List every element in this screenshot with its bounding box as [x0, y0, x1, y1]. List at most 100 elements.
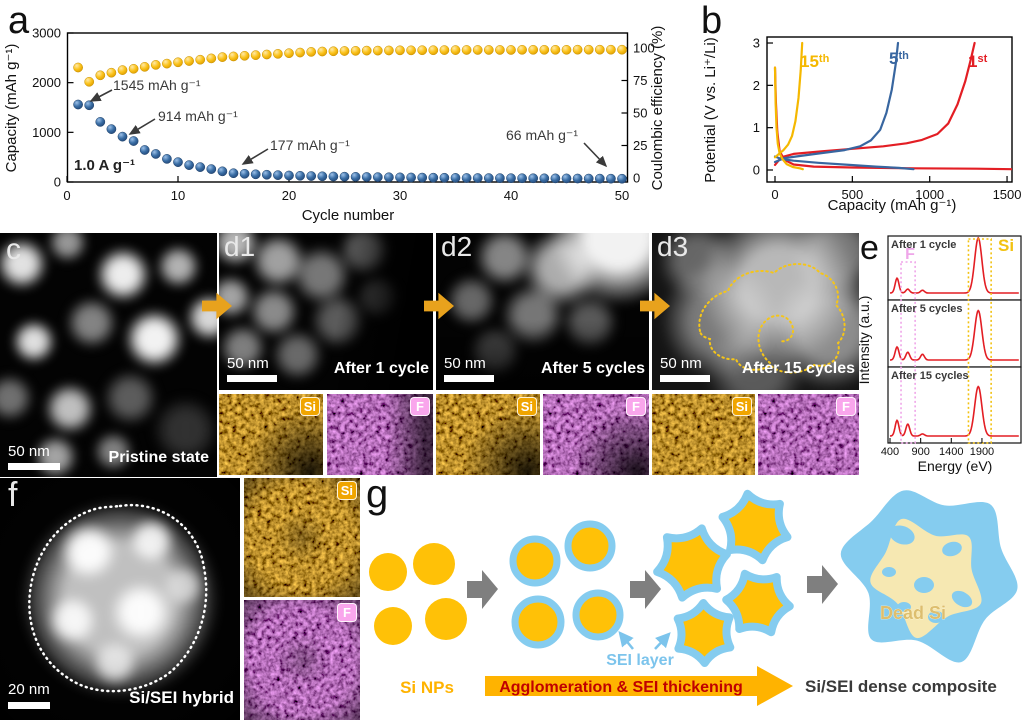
- spectrum-label-1: After 1 cycle: [891, 239, 956, 251]
- si-nanoparticle: [374, 607, 412, 645]
- eds-map-f-15-cycles: F: [758, 394, 859, 475]
- cycle-number-xlabel: Cycle number: [302, 207, 395, 224]
- svg-text:0: 0: [753, 163, 760, 178]
- panel-d1-letter: d1: [224, 233, 256, 262]
- eels-spectra-plot: 400 900 1400 1900: [881, 235, 1022, 458]
- annotation-1545: 1545 mAh g⁻¹: [113, 77, 201, 93]
- scale-bar-label: 50 nm: [660, 355, 702, 372]
- banner-label: Agglomeration & SEI thickening: [499, 679, 743, 696]
- current-rate-label: 1.0 A g⁻¹: [74, 157, 135, 174]
- si-badge: Si: [516, 397, 537, 416]
- stage-arrow-icon: [467, 570, 498, 609]
- svg-text:900: 900: [911, 446, 929, 458]
- spectrum-3: [889, 385, 1019, 437]
- tem-d3-texture: [652, 233, 859, 390]
- eds-map-si-hybrid: Si: [244, 478, 360, 597]
- si-badge: Si: [299, 397, 320, 416]
- f-edge-label: F: [905, 246, 915, 263]
- hybrid-particle-outline: [28, 503, 208, 693]
- svg-text:50: 50: [633, 106, 647, 121]
- tem-after-1-cycle: d1 50 nm After 1 cycle: [219, 233, 433, 390]
- eds-map-si-15-cycles: Si: [652, 394, 755, 475]
- composite-label: Si/SEI dense composite: [805, 677, 997, 696]
- svg-text:1900: 1900: [970, 446, 994, 458]
- si-badge: Si: [731, 397, 752, 416]
- highlight-Si: [967, 238, 992, 444]
- svg-text:2: 2: [753, 78, 760, 93]
- svg-text:25: 25: [633, 138, 647, 153]
- svg-text:1: 1: [753, 120, 760, 135]
- si-nps-label: Si NPs: [400, 678, 454, 697]
- svg-text:10: 10: [171, 188, 185, 203]
- svg-text:1400: 1400: [939, 446, 963, 458]
- coulombic-efficiency-ylabel: Coulombic efficiency (%): [649, 26, 666, 191]
- schematic-shapes: [369, 489, 1018, 706]
- sei-agglomerate-inner-curl: [757, 314, 794, 364]
- tem-f-vignette: [0, 478, 240, 720]
- svg-text:1000: 1000: [915, 187, 944, 202]
- svg-text:0: 0: [771, 187, 778, 202]
- spectrum-1: [889, 236, 1019, 294]
- capacity-xlabel: Capacity (mAh g⁻¹): [828, 197, 957, 214]
- scale-bar-label: 20 nm: [8, 681, 50, 698]
- voltage-profile-chart: 0 500 1000 1500 0 1 2 3 Capacity (mAh g⁻¹) Pote…: [702, 36, 1022, 214]
- panel-g-letter: g: [366, 472, 389, 516]
- after-5-cycles-caption: After 5 cycles: [540, 360, 645, 377]
- scale-bar: [8, 463, 60, 470]
- eds-map-f-5-cycles: F: [543, 394, 649, 475]
- tem-d1-vignette: [219, 233, 433, 390]
- si-nanoparticle: [413, 543, 455, 585]
- spectrum-label-3: After 15 cycles: [891, 370, 969, 382]
- cycling-chart-plot: 0 1000 2000 3000 0 10 20 30 40 50 0 25 50 75 100: [32, 26, 655, 204]
- curve-label-5th: 5th: [889, 49, 909, 68]
- curve-1st-charge: [773, 41, 976, 166]
- scale-bar: [227, 375, 277, 382]
- voltage-curves: [773, 41, 1012, 171]
- efficiency-series: [73, 44, 627, 87]
- svg-text:0: 0: [63, 188, 70, 203]
- svg-text:0: 0: [54, 175, 61, 190]
- svg-text:75: 75: [633, 73, 647, 88]
- f-badge: F: [626, 397, 646, 416]
- svg-text:30: 30: [393, 188, 407, 203]
- agglomerated-particle: [673, 599, 735, 667]
- panel-a-letter: a: [8, 0, 30, 42]
- stage-arrow-icon: [630, 570, 661, 609]
- intensity-ylabel: Intensity (a.u.): [856, 296, 872, 385]
- after-1-cycle-caption: After 1 cycle: [333, 360, 429, 377]
- si-nanoparticle-sei: [564, 520, 616, 572]
- panel-d2-letter: d2: [441, 233, 473, 262]
- sei-pocket: [942, 541, 962, 557]
- svg-text:1500: 1500: [993, 187, 1022, 202]
- sei-agglomerate-outline: [698, 263, 846, 374]
- sei-pointer-arrow-icon: [618, 631, 634, 650]
- sei-pocket: [914, 577, 934, 593]
- tem-si-sei-hybrid: f 20 nm Si/SEI hybrid: [0, 478, 240, 720]
- eds-map-f-1-cycle: F: [327, 394, 433, 475]
- sei-pocket: [897, 602, 911, 612]
- svg-text:500: 500: [841, 187, 863, 202]
- si-noise: [652, 394, 755, 475]
- scale-bar: [660, 375, 710, 382]
- panel-b-letter: b: [701, 0, 723, 42]
- tem-d2-vignette: [436, 233, 649, 390]
- panel-d3-letter: d3: [657, 233, 689, 262]
- si-badge: Si: [336, 481, 357, 500]
- curve-15th-discharge: [773, 66, 804, 171]
- spectrum-label-2: After 5 cycles: [891, 303, 963, 315]
- energy-xlabel: Energy (eV): [918, 458, 993, 474]
- si-nanoparticle-sei: [511, 595, 565, 649]
- sei-pointer-arrow-icon: [654, 632, 671, 650]
- potential-ylabel: Potential (V vs. Li⁺/Li): [702, 37, 719, 182]
- voltage-profile-plot: 0 500 1000 1500 0 1 2 3: [753, 36, 1022, 202]
- panel-f-letter: f: [8, 478, 18, 514]
- cycling-chart: 0 1000 2000 3000 0 10 20 30 40 50 0 25 50 75 100 Cycle…: [3, 26, 666, 225]
- sei-layer-label: SEI layer: [606, 652, 674, 669]
- scale-bar-label: 50 nm: [8, 443, 50, 460]
- sei-pocket: [928, 611, 944, 623]
- curve-label-1st: 1st: [968, 52, 988, 71]
- agglomerated-particle: [718, 489, 792, 565]
- tem-pristine-texture: [0, 233, 217, 477]
- curve-label-15th: 15th: [800, 52, 830, 71]
